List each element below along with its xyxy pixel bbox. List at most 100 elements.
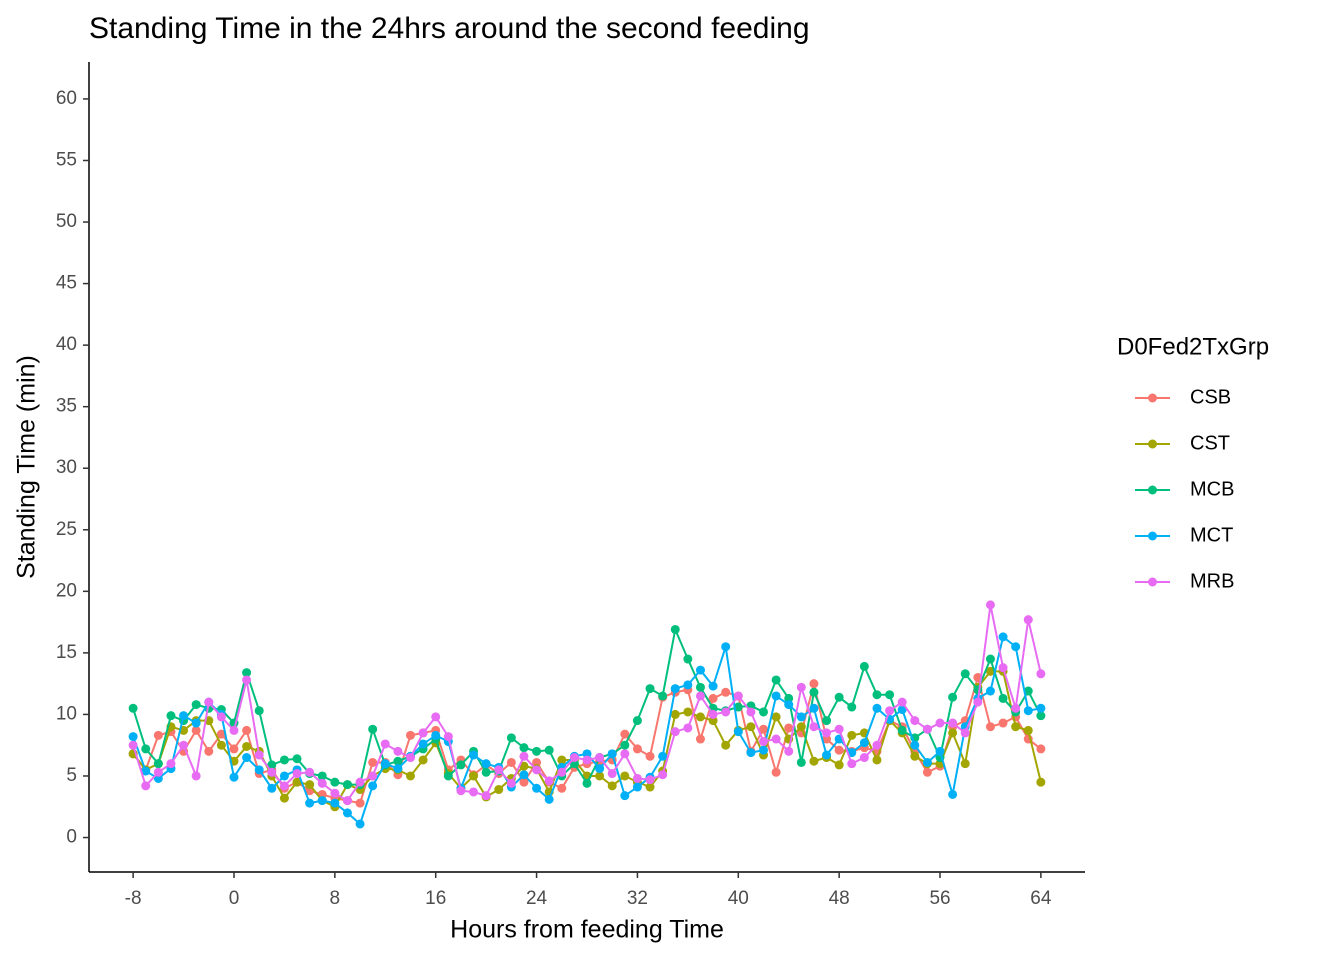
data-point xyxy=(998,718,1008,728)
data-point xyxy=(469,750,479,760)
data-point xyxy=(1023,615,1033,625)
y-tick-label: 20 xyxy=(56,580,77,601)
x-tick-label: 24 xyxy=(526,888,548,909)
data-point xyxy=(721,707,731,717)
x-tick-label: 0 xyxy=(229,888,240,909)
data-point xyxy=(796,757,806,767)
data-point xyxy=(796,722,806,732)
data-point xyxy=(796,712,806,722)
data-point xyxy=(242,753,252,763)
legend-title: D0Fed2TxGrp xyxy=(1117,333,1269,360)
data-point xyxy=(746,707,756,717)
data-point xyxy=(985,654,995,664)
data-point xyxy=(153,730,163,740)
data-point xyxy=(620,729,630,739)
data-point xyxy=(620,771,630,781)
data-point xyxy=(809,722,819,732)
data-point xyxy=(582,778,592,788)
x-tick-label: -8 xyxy=(125,888,142,909)
data-point xyxy=(1036,744,1046,754)
data-point xyxy=(632,744,642,754)
data-point xyxy=(910,751,920,761)
x-tick-label: 40 xyxy=(728,888,749,909)
data-point xyxy=(469,771,479,781)
data-point xyxy=(960,669,970,679)
data-point xyxy=(721,687,731,697)
data-point xyxy=(809,703,819,713)
data-point xyxy=(292,777,302,787)
data-point xyxy=(922,767,932,777)
data-point xyxy=(532,746,542,756)
data-point xyxy=(834,745,844,755)
data-point xyxy=(443,771,453,781)
legend-label: CSB xyxy=(1190,386,1231,408)
data-point xyxy=(355,777,365,787)
data-point xyxy=(759,724,769,734)
y-tick-label: 25 xyxy=(56,519,77,540)
data-point xyxy=(191,771,201,781)
data-point xyxy=(532,765,542,775)
data-point xyxy=(822,750,832,760)
data-point xyxy=(431,712,441,722)
data-point xyxy=(292,769,302,779)
y-tick-label: 10 xyxy=(56,703,77,724)
data-point xyxy=(771,675,781,685)
data-point xyxy=(481,767,491,777)
data-point xyxy=(254,765,264,775)
data-point xyxy=(557,755,567,765)
data-point xyxy=(683,654,693,664)
data-point xyxy=(1011,642,1021,652)
data-point xyxy=(519,770,529,780)
data-point xyxy=(242,741,252,751)
data-point xyxy=(746,722,756,732)
data-point xyxy=(179,740,189,750)
data-point xyxy=(708,716,718,726)
data-point xyxy=(317,796,327,806)
data-point xyxy=(166,759,176,769)
data-point xyxy=(355,798,365,808)
data-point xyxy=(305,767,315,777)
data-point xyxy=(519,761,529,771)
data-point xyxy=(380,759,390,769)
data-point xyxy=(809,687,819,697)
legend-marker xyxy=(1148,531,1157,541)
data-point xyxy=(620,791,630,801)
data-point xyxy=(532,757,542,767)
data-point xyxy=(822,734,832,744)
x-tick-label: 56 xyxy=(929,888,950,909)
data-point xyxy=(595,764,605,774)
legend-label: MCT xyxy=(1190,524,1233,546)
data-point xyxy=(809,756,819,766)
data-point xyxy=(708,681,718,691)
data-point xyxy=(632,773,642,783)
data-point xyxy=(985,600,995,610)
data-point xyxy=(960,759,970,769)
data-point xyxy=(632,782,642,792)
data-point xyxy=(733,727,743,737)
data-point xyxy=(973,697,983,707)
data-point xyxy=(695,691,705,701)
data-point xyxy=(128,732,138,742)
x-tick-label: 8 xyxy=(330,888,341,909)
data-point xyxy=(1036,703,1046,713)
data-point xyxy=(948,728,958,738)
data-point xyxy=(506,757,516,767)
data-point xyxy=(279,771,289,781)
y-axis-title: Standing Time (min) xyxy=(13,355,41,579)
data-point xyxy=(128,703,138,713)
data-point xyxy=(393,764,403,774)
data-point xyxy=(935,746,945,756)
data-point xyxy=(229,725,239,735)
data-point xyxy=(557,767,567,777)
data-point xyxy=(506,733,516,743)
data-point xyxy=(645,751,655,761)
data-point xyxy=(721,740,731,750)
data-point xyxy=(784,693,794,703)
data-point xyxy=(317,771,327,781)
data-point xyxy=(847,759,857,769)
data-point xyxy=(532,783,542,793)
data-point xyxy=(645,684,655,694)
data-point xyxy=(519,777,529,787)
data-point xyxy=(746,748,756,758)
x-tick-label: 16 xyxy=(425,888,446,909)
